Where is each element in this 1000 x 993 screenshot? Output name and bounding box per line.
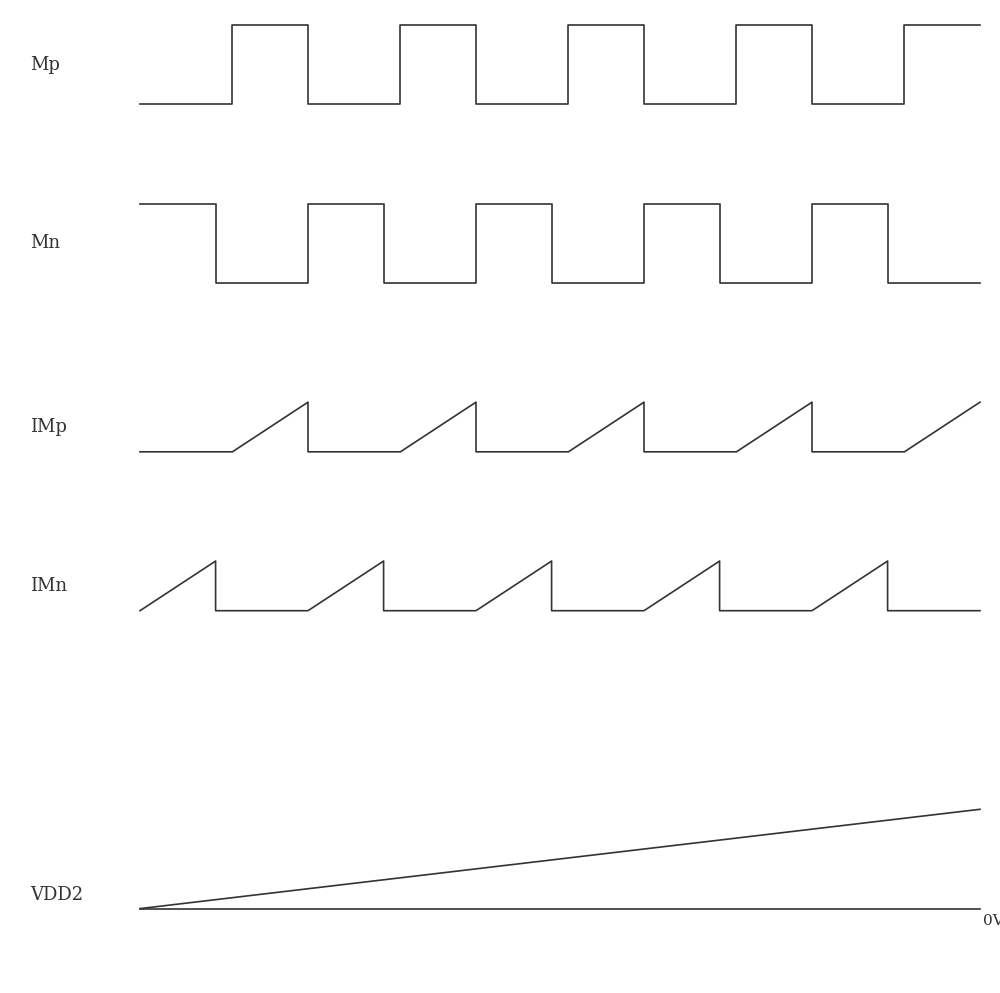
- Text: Mn: Mn: [30, 234, 60, 252]
- Text: VDD2: VDD2: [30, 886, 83, 904]
- Text: Mp: Mp: [30, 56, 60, 73]
- Text: 0V: 0V: [983, 914, 1000, 927]
- Text: IMp: IMp: [30, 418, 67, 436]
- Text: IMn: IMn: [30, 577, 67, 595]
